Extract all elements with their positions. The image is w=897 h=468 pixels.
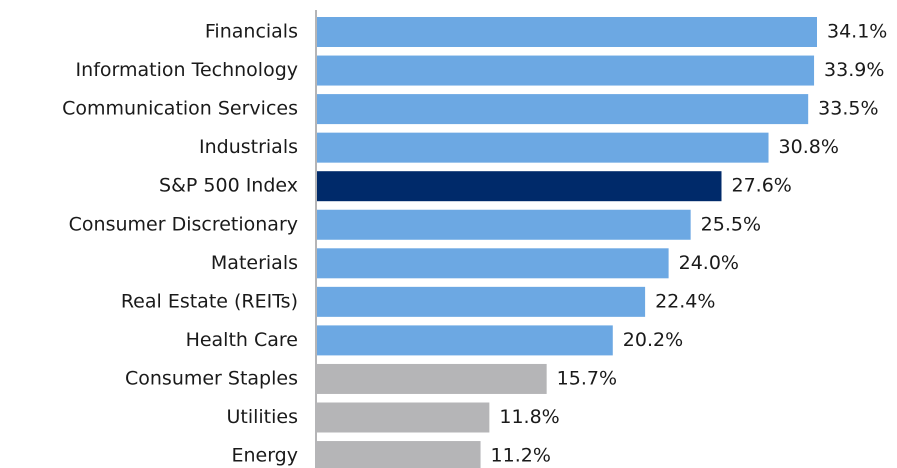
bar xyxy=(317,363,547,394)
category-label: Materials xyxy=(211,252,298,274)
category-label: Energy xyxy=(231,445,298,467)
value-label: 33.5% xyxy=(818,98,878,120)
value-label: 22.4% xyxy=(655,290,715,312)
category-label: Utilities xyxy=(226,406,298,428)
bar xyxy=(317,17,817,47)
value-label: 34.1% xyxy=(827,21,887,43)
value-label: 15.7% xyxy=(557,367,617,389)
category-label: S&P 500 Index xyxy=(159,175,298,197)
bar xyxy=(317,402,490,433)
category-label: Financials xyxy=(205,21,298,43)
value-label: 24.0% xyxy=(679,252,739,274)
value-label: 20.2% xyxy=(623,329,683,351)
category-label: Industrials xyxy=(199,136,298,158)
category-label: Consumer Staples xyxy=(125,367,298,389)
category-label: Consumer Discretionary xyxy=(69,213,298,235)
bar xyxy=(317,441,481,468)
bar xyxy=(317,55,815,86)
bar xyxy=(317,286,646,317)
category-label: Information Technology xyxy=(76,59,298,81)
bar xyxy=(317,94,809,125)
bar xyxy=(317,209,691,240)
bar xyxy=(317,325,613,356)
value-label: 27.6% xyxy=(732,175,792,197)
category-label: Communication Services xyxy=(62,98,298,120)
category-label: Health Care xyxy=(186,329,298,351)
category-label: Real Estate (REITs) xyxy=(121,290,298,312)
value-label: 33.9% xyxy=(824,59,884,81)
bar xyxy=(317,132,769,163)
bar xyxy=(317,171,722,202)
value-label: 11.8% xyxy=(499,406,559,428)
value-label: 25.5% xyxy=(701,213,761,235)
value-label: 11.2% xyxy=(491,445,551,467)
value-label: 30.8% xyxy=(779,136,839,158)
bar xyxy=(317,248,669,279)
